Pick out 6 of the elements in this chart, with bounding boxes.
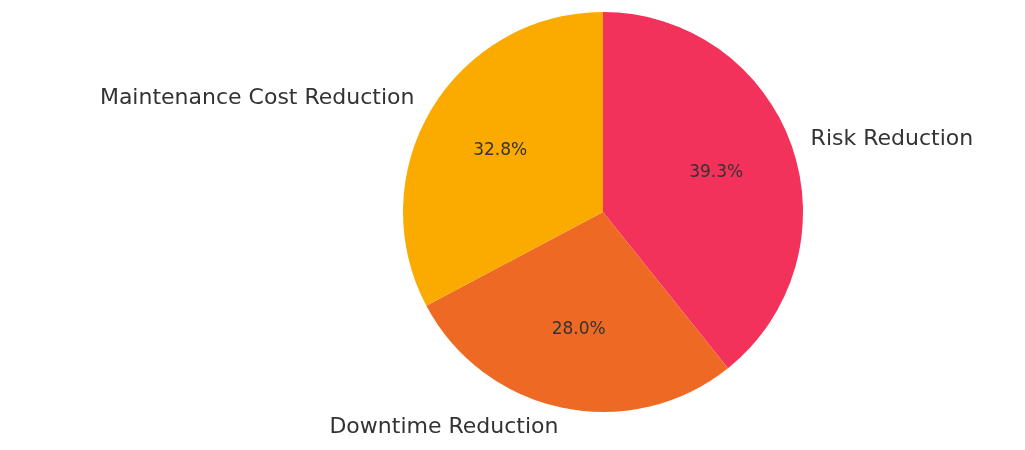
data-label: 28.0% (551, 317, 606, 338)
slice-label: Maintenance Cost Reduction (99, 84, 415, 110)
slice-label: Downtime Reduction (329, 413, 559, 439)
data-label: 39.3% (689, 160, 744, 181)
data-label: 32.8% (473, 138, 528, 159)
slice-label: Risk Reduction (810, 124, 974, 150)
